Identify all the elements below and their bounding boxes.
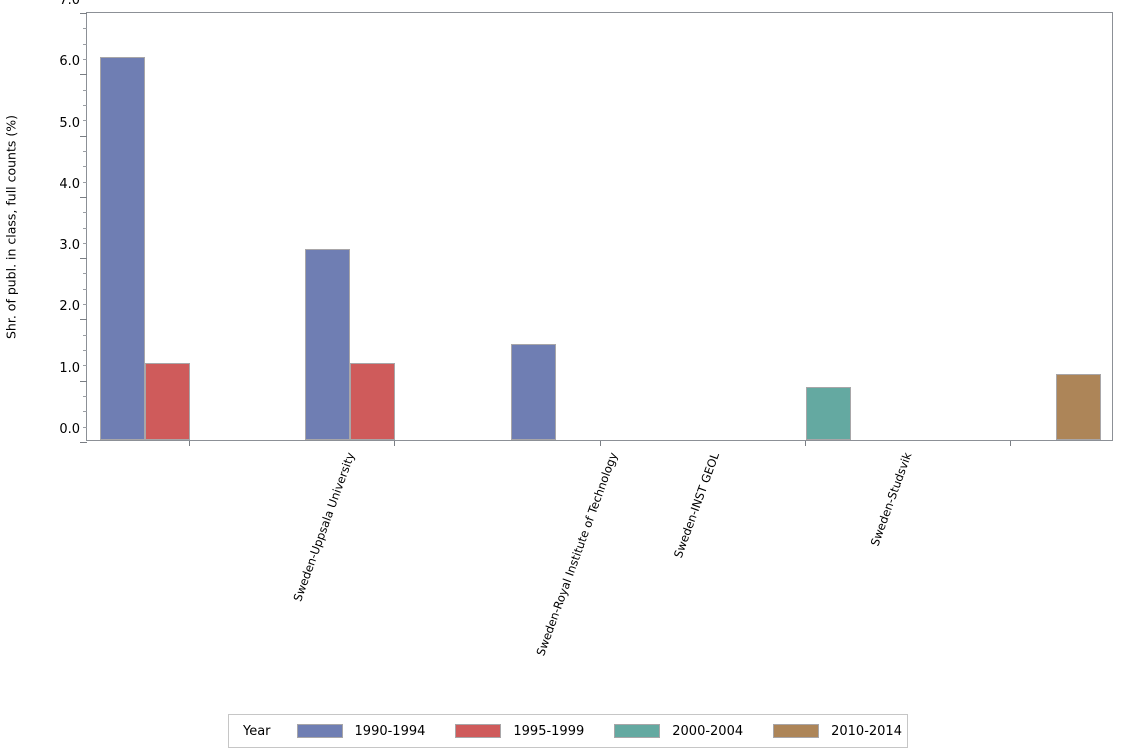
y-tick-label: 2.0 <box>59 299 80 315</box>
legend-label: 2010-2014 <box>831 723 902 739</box>
x-tick <box>1010 441 1012 446</box>
y-axis-title-text: Shr. of publ. in class, full counts (%) <box>3 115 19 339</box>
y-tick-label: 1.0 <box>59 360 80 376</box>
y-tick-minor <box>83 396 87 398</box>
y-tick-label: 0.0 <box>59 422 80 437</box>
legend-item[interactable]: 2010-2014 <box>773 724 902 739</box>
y-tick-minor <box>83 28 87 30</box>
y-tick-major <box>80 196 87 198</box>
bar <box>805 387 851 440</box>
y-tick-minor <box>83 104 87 106</box>
x-tick <box>599 441 601 446</box>
legend-items: 1990-1994 1995-1999 2000-2004 2010-2014 <box>296 723 932 739</box>
y-tick-label: 5.0 <box>59 115 80 131</box>
x-axis-category-labels: Sweden-Uppsala University Sweden-Royal In… <box>0 447 1134 697</box>
y-tick-minor <box>83 58 87 60</box>
y-tick-major <box>80 135 87 137</box>
y-tick-label: 3.0 <box>59 238 80 254</box>
y-tick-major <box>80 442 87 443</box>
legend-swatch <box>296 724 343 738</box>
y-tick-minor <box>83 273 87 275</box>
legend-swatch <box>773 724 820 738</box>
y-tick-minor <box>83 212 87 214</box>
y-tick-minor <box>83 304 87 306</box>
x-tick <box>188 441 190 446</box>
bar <box>350 363 396 440</box>
y-tick-label: 4.0 <box>59 176 80 192</box>
y-axis-tick-labels: 0.0 1.0 2.0 3.0 4.0 5.0 6.0 7.0 <box>36 0 80 436</box>
x-axis-ticks <box>86 441 1113 447</box>
x-category-label: Sweden-INST GEOL <box>670 450 722 560</box>
y-tick-major <box>80 258 87 260</box>
y-tick-label: 6.0 <box>59 54 80 70</box>
legend-label: 1995-1999 <box>513 723 585 739</box>
y-tick-minor <box>83 242 87 244</box>
x-tick <box>394 441 396 446</box>
legend-item[interactable]: 2000-2004 <box>614 724 743 739</box>
x-tick <box>804 441 806 446</box>
x-category-label: Sweden-Uppsala University <box>290 450 358 604</box>
x-category-label: Sweden-Royal Institute of Technology <box>533 450 621 658</box>
y-tick-minor <box>83 89 87 91</box>
y-tick-minor <box>83 181 87 183</box>
y-tick-minor <box>83 365 87 367</box>
x-category-label: Sweden-Studsvik <box>867 450 915 548</box>
bar <box>305 248 351 440</box>
bars-layer <box>87 13 1112 440</box>
y-tick-minor <box>83 334 87 336</box>
y-tick-minor <box>83 350 87 352</box>
legend-label: 2000-2004 <box>672 723 744 739</box>
y-tick-minor <box>83 150 87 152</box>
bar <box>99 56 145 440</box>
y-tick-minor <box>83 43 87 45</box>
y-tick-major <box>80 319 87 321</box>
y-tick-minor <box>83 411 87 413</box>
y-tick-label: 7.0 <box>59 0 80 8</box>
y-tick-major <box>80 13 87 14</box>
bar <box>144 363 190 440</box>
y-tick-minor <box>83 426 87 428</box>
bar <box>510 344 556 440</box>
legend-label: 1990-1994 <box>354 723 426 739</box>
y-tick-minor <box>83 120 87 122</box>
legend-swatch <box>614 724 661 738</box>
legend-item[interactable]: 1995-1999 <box>455 724 584 739</box>
y-tick-minor <box>83 166 87 168</box>
legend-title: Year <box>243 723 271 739</box>
legend-swatch <box>455 724 502 738</box>
bar <box>1056 374 1102 440</box>
plot-area <box>80 12 1113 443</box>
legend-item[interactable]: 1990-1994 <box>296 723 426 739</box>
y-axis-title: Shr. of publ. in class, full counts (%) <box>0 12 22 442</box>
legend: Year 1990-1994 1995-1999 2000-2004 2010-201… <box>228 714 908 748</box>
y-tick-major <box>80 380 87 382</box>
y-tick-minor <box>83 227 87 229</box>
y-tick-major <box>80 74 87 76</box>
y-tick-minor <box>83 288 87 290</box>
